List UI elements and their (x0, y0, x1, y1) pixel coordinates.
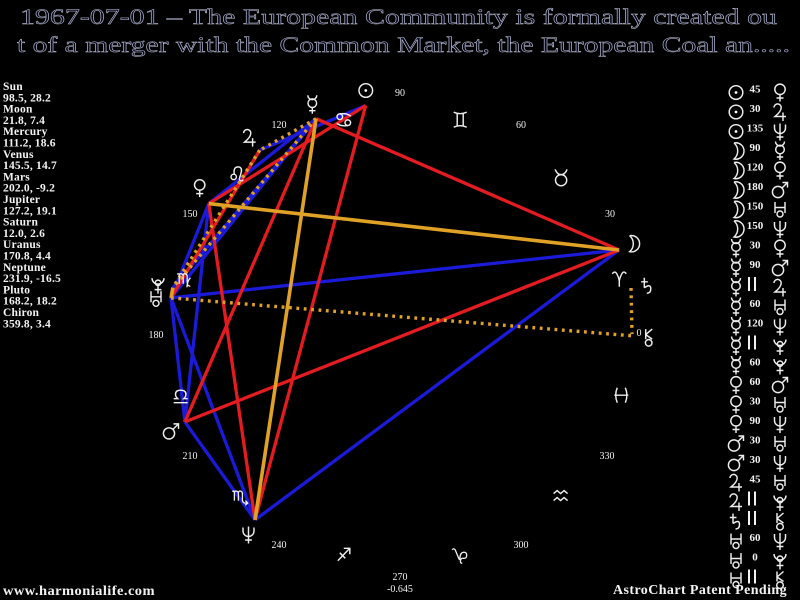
svg-text:30: 30 (750, 103, 762, 115)
svg-text:www.harmonialife.com: www.harmonialife.com (3, 583, 155, 598)
svg-text:45: 45 (750, 474, 762, 486)
svg-text:231.9, -16.5: 231.9, -16.5 (3, 273, 61, 285)
svg-text:30: 30 (750, 435, 762, 447)
svg-text:0: 0 (752, 552, 758, 564)
svg-text:60: 60 (750, 357, 762, 369)
svg-text:45: 45 (750, 84, 762, 96)
svg-text:Venus: Venus (3, 149, 34, 161)
svg-text:150: 150 (183, 209, 198, 220)
svg-text:270: 270 (393, 572, 408, 583)
svg-text:120: 120 (272, 120, 287, 131)
svg-text:Mars: Mars (3, 171, 30, 183)
svg-text:111.2, 18.6: 111.2, 18.6 (3, 138, 56, 150)
svg-text:170.8, 4.4: 170.8, 4.4 (3, 251, 51, 263)
svg-text:90: 90 (750, 142, 762, 154)
svg-text:Uranus: Uranus (3, 239, 41, 251)
svg-text:127.2, 19.1: 127.2, 19.1 (3, 205, 57, 217)
svg-text:t of a merger with the Common: t of a merger with the Common Market, th… (17, 32, 790, 57)
svg-text:-0.645: -0.645 (387, 584, 413, 595)
svg-text:Pluto: Pluto (3, 284, 30, 296)
svg-text:1967-07-01 – The European Comm: 1967-07-01 – The European Community is f… (20, 4, 777, 29)
svg-text:0: 0 (637, 328, 642, 339)
svg-text:300: 300 (514, 540, 529, 551)
svg-text:330: 330 (600, 451, 615, 462)
svg-text:150: 150 (747, 220, 764, 232)
svg-text:60: 60 (750, 298, 762, 310)
svg-text:120: 120 (747, 162, 764, 174)
svg-text:Saturn: Saturn (3, 217, 38, 229)
svg-text:202.0, -9.2: 202.0, -9.2 (3, 183, 55, 195)
svg-text:30: 30 (750, 396, 762, 408)
svg-text:30: 30 (605, 209, 615, 220)
svg-text:168.2, 18.2: 168.2, 18.2 (3, 296, 57, 308)
svg-text:AstroChart Patent Pending: AstroChart Patent Pending (613, 582, 787, 597)
svg-text:Neptune: Neptune (3, 262, 46, 274)
svg-text:359.8, 3.4: 359.8, 3.4 (3, 318, 51, 330)
svg-text:Sun: Sun (3, 81, 23, 93)
svg-text:Chiron: Chiron (3, 307, 40, 319)
svg-text:180: 180 (747, 181, 764, 193)
svg-text:30: 30 (750, 240, 762, 252)
svg-text:240: 240 (272, 540, 287, 551)
svg-text:21.8, 7.4: 21.8, 7.4 (3, 115, 45, 127)
svg-text:12.0, 2.6: 12.0, 2.6 (3, 228, 45, 240)
svg-text:60: 60 (516, 120, 526, 131)
svg-text:180: 180 (149, 330, 164, 341)
svg-text:210: 210 (183, 451, 198, 462)
svg-text:60: 60 (750, 376, 762, 388)
svg-text:Jupiter: Jupiter (3, 194, 40, 206)
svg-text:Moon: Moon (3, 104, 33, 116)
svg-text:90: 90 (750, 415, 762, 427)
svg-text:Mercury: Mercury (3, 126, 48, 138)
svg-text:60: 60 (750, 532, 762, 544)
svg-text:90: 90 (395, 88, 405, 99)
svg-text:98.5, 28.2: 98.5, 28.2 (3, 92, 51, 104)
svg-text:135: 135 (747, 123, 764, 135)
svg-text:150: 150 (747, 201, 764, 213)
svg-text:30: 30 (750, 454, 762, 466)
svg-text:145.5, 14.7: 145.5, 14.7 (3, 160, 57, 172)
svg-text:120: 120 (747, 318, 764, 330)
svg-text:90: 90 (750, 259, 762, 271)
